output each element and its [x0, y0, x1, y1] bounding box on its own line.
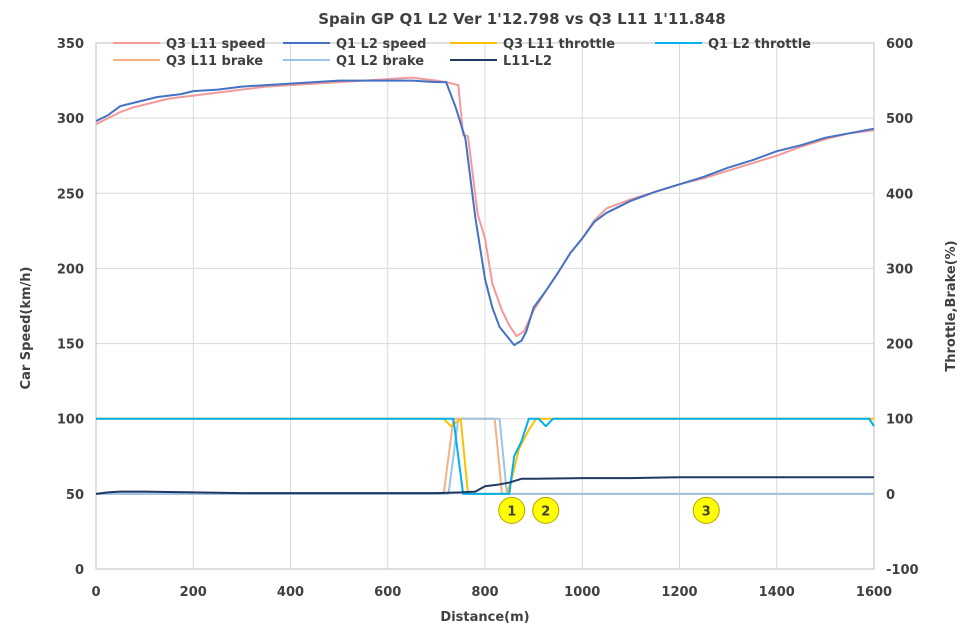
annotation-label: 1	[507, 504, 516, 519]
annotation-label: 2	[541, 504, 550, 519]
x-tick-label: 200	[180, 585, 207, 600]
y2-tick-label: 200	[886, 338, 913, 353]
x-tick-label: 1200	[661, 585, 697, 600]
y2-axis-label: Throttle,Brake(%)	[944, 240, 959, 371]
series-line-l11-l2	[95, 476, 874, 495]
legend: Q3 L11 speed Q1 L2 speed Q3 L11 throttle Q1…	[113, 37, 811, 69]
legend-label: Q1 L2 speed	[336, 37, 426, 52]
annotation-marker	[498, 496, 526, 524]
x-tick-label: 600	[374, 585, 401, 600]
series-line-q1-l2-brake	[96, 417, 874, 495]
annotation-marker	[532, 496, 560, 524]
grid-lines	[95, 42, 875, 570]
legend-label: Q3 L11 brake	[166, 54, 263, 69]
legend-label: Q1 L2 throttle	[708, 37, 811, 52]
y-tick-label: 350	[57, 37, 84, 52]
y2-tick-label: 0	[886, 488, 895, 503]
legend-label: Q3 L11 speed	[166, 37, 266, 52]
legend-label: L11-L2	[503, 54, 552, 69]
y-tick-label: 150	[57, 338, 84, 353]
y2-tick-label: 500	[886, 112, 913, 127]
annotation-label: 3	[702, 504, 711, 519]
legend-label: Q3 L11 throttle	[503, 37, 615, 52]
x-tick-label: 1000	[564, 585, 600, 600]
series-lines	[95, 76, 875, 495]
y-tick-label: 250	[57, 187, 84, 202]
y2-tick-label: -100	[886, 563, 919, 578]
x-tick-label: 0	[91, 585, 100, 600]
annotation-markers: 1 2 3	[498, 496, 720, 524]
y2-tick-label: 100	[886, 413, 913, 428]
y-tick-label: 200	[57, 262, 84, 277]
x-tick-label: 400	[277, 585, 304, 600]
y2-tick-label: 400	[886, 187, 913, 202]
y2-tick-label: 300	[886, 262, 913, 277]
series-line-q1-l2-speed	[95, 79, 875, 347]
x-tick-label: 1600	[856, 585, 892, 600]
annotation-marker	[692, 496, 720, 524]
y-axis-label: Car Speed(km/h)	[19, 267, 34, 390]
axis-ticks: 0 50 100 150 200 250 300 350 -100 0 100 200 300 400 50…	[57, 37, 919, 600]
chart-title: Spain GP Q1 L2 Ver 1'12.798 vs Q3 L11 1'…	[318, 10, 725, 28]
y-tick-label: 300	[57, 112, 84, 127]
y-tick-label: 100	[57, 413, 84, 428]
series-line-q1-l2-throttle	[96, 417, 875, 495]
x-axis-label: Distance(m)	[440, 610, 529, 625]
y2-tick-label: 600	[886, 37, 913, 52]
y-tick-label: 0	[75, 563, 84, 578]
x-tick-label: 800	[471, 585, 498, 600]
x-tick-label: 1400	[759, 585, 795, 600]
legend-label: Q1 L2 brake	[336, 54, 424, 69]
y-tick-label: 50	[66, 488, 84, 503]
